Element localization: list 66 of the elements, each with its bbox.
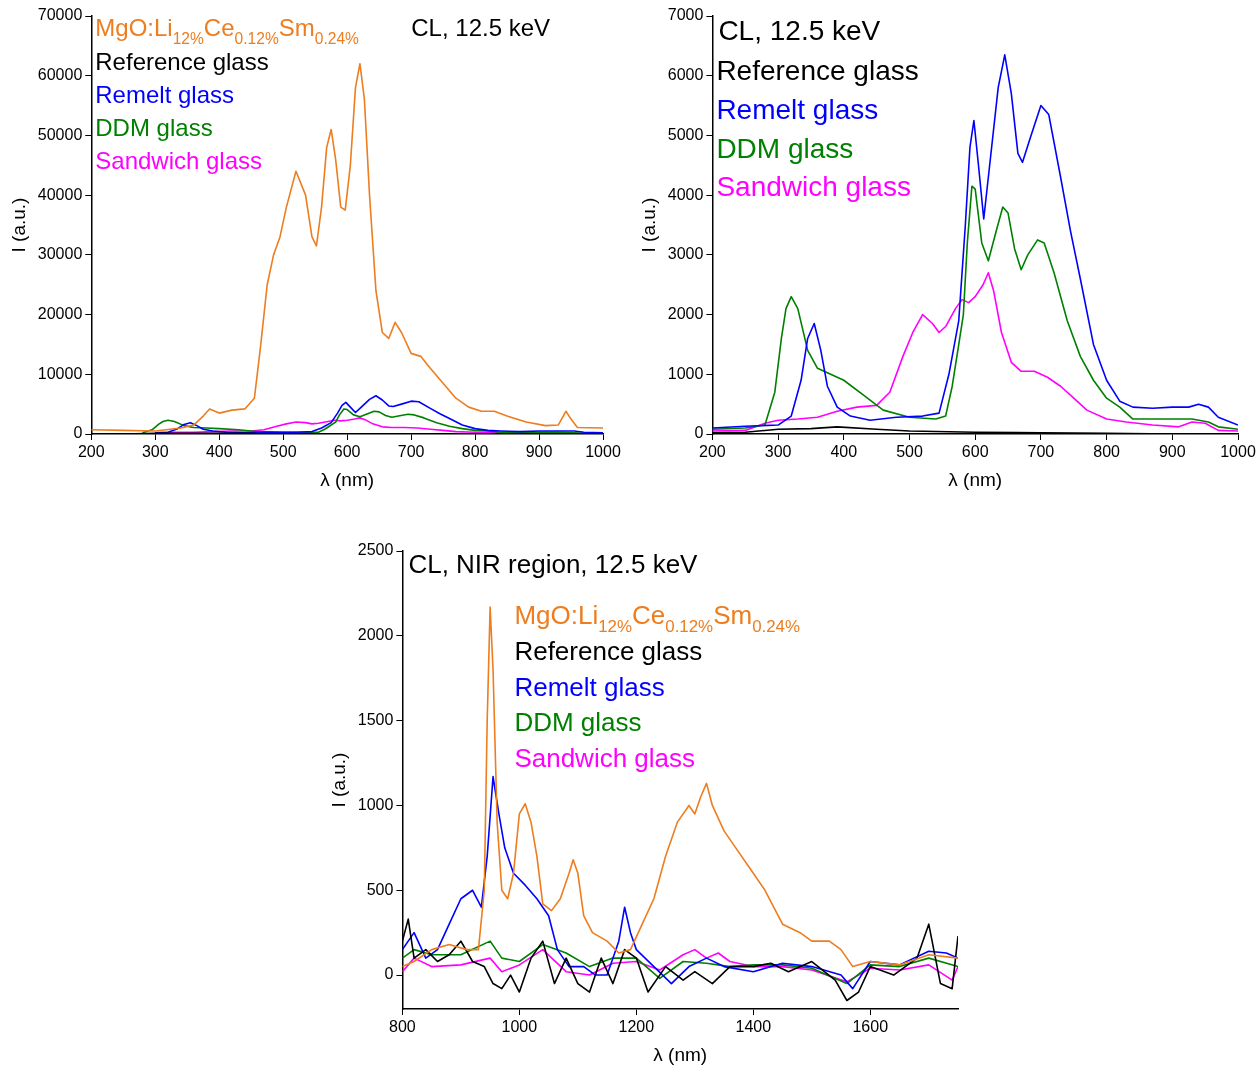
- chart-title: CL, 12.5 keV: [718, 14, 881, 46]
- x-tick-label: 600: [961, 443, 989, 461]
- y-tick-label: 70000: [37, 6, 83, 24]
- y-tick-label: 60000: [37, 66, 83, 84]
- x-tick-label: 200: [77, 443, 105, 461]
- x-tick-label: 1600: [852, 1018, 889, 1036]
- x-tick-label: 700: [1027, 443, 1055, 461]
- x-tick-label: 500: [269, 443, 297, 461]
- y-tick-label: 4000: [667, 185, 704, 203]
- y-tick-label: 500: [366, 880, 394, 898]
- y-tick-label: 30000: [37, 245, 83, 263]
- x-axis-title: λ (nm): [653, 1043, 708, 1065]
- y-axis-title: I (a.u.): [327, 752, 349, 808]
- y-tick-label: 50000: [37, 125, 83, 143]
- x-tick-label: 200: [699, 443, 726, 461]
- x-tick-label: 800: [1093, 443, 1121, 461]
- y-tick-label: 1500: [357, 711, 394, 729]
- text: Reference glass: [95, 47, 269, 75]
- x-tick-label: 300: [141, 443, 169, 461]
- text: Reference glass: [716, 55, 919, 87]
- y-axis-title: I (a.u.): [7, 197, 29, 253]
- x-tick-label: 1400: [735, 1018, 772, 1036]
- text: DDM glass: [716, 132, 854, 164]
- y-tick-label: 10000: [37, 364, 83, 382]
- y-tick-label: 40000: [37, 185, 83, 203]
- y-tick-label: 5000: [667, 125, 704, 143]
- y-tick-label: 1000: [667, 364, 704, 382]
- text: DDM glass: [514, 707, 642, 738]
- y-tick-label: 20000: [37, 304, 83, 322]
- y-tick-label: 0: [694, 424, 704, 442]
- text: Remelt glass: [716, 94, 879, 126]
- x-tick-label: 400: [205, 443, 233, 461]
- x-tick-label: 1000: [1220, 443, 1256, 461]
- text: Reference glass: [514, 635, 703, 666]
- x-axis-title: λ (nm): [320, 468, 375, 490]
- x-axis-title: λ (nm): [948, 468, 1003, 490]
- x-tick-label: 900: [525, 443, 553, 461]
- x-tick-label: 300: [764, 443, 792, 461]
- y-tick-label: 6000: [667, 66, 704, 84]
- text: Remelt glass: [95, 80, 235, 108]
- y-tick-label: 1000: [357, 795, 394, 813]
- text: Sandwich glass: [514, 743, 696, 774]
- y-tick-label: 3000: [667, 245, 704, 263]
- y-axis-title: I (a.u.): [637, 197, 659, 253]
- x-tick-label: 1000: [501, 1018, 538, 1036]
- chart-title: CL, NIR region, 12.5 keV: [408, 549, 699, 580]
- x-tick-label: 1000: [585, 443, 621, 461]
- y-tick-label: 2000: [667, 304, 704, 322]
- x-tick-label: 900: [1158, 443, 1186, 461]
- x-tick-label: 700: [397, 443, 425, 461]
- text: Sandwich glass: [716, 171, 911, 203]
- y-tick-label: 2000: [357, 626, 394, 644]
- y-tick-label: 7000: [667, 6, 704, 24]
- x-tick-label: 600: [333, 443, 361, 461]
- x-tick-label: 400: [830, 443, 858, 461]
- text: Sandwich glass: [95, 146, 263, 174]
- x-tick-label: 1200: [618, 1018, 655, 1036]
- x-tick-label: 800: [389, 1018, 416, 1036]
- y-tick-label: 2500: [357, 541, 394, 559]
- chart-title: CL, 12.5 keV: [411, 14, 551, 42]
- y-tick-label: 0: [73, 424, 83, 442]
- y-tick-label: 0: [384, 965, 394, 983]
- x-tick-label: 500: [896, 443, 923, 461]
- text: DDM glass: [95, 113, 213, 141]
- text: Remelt glass: [514, 671, 665, 702]
- x-tick-label: 800: [461, 443, 489, 461]
